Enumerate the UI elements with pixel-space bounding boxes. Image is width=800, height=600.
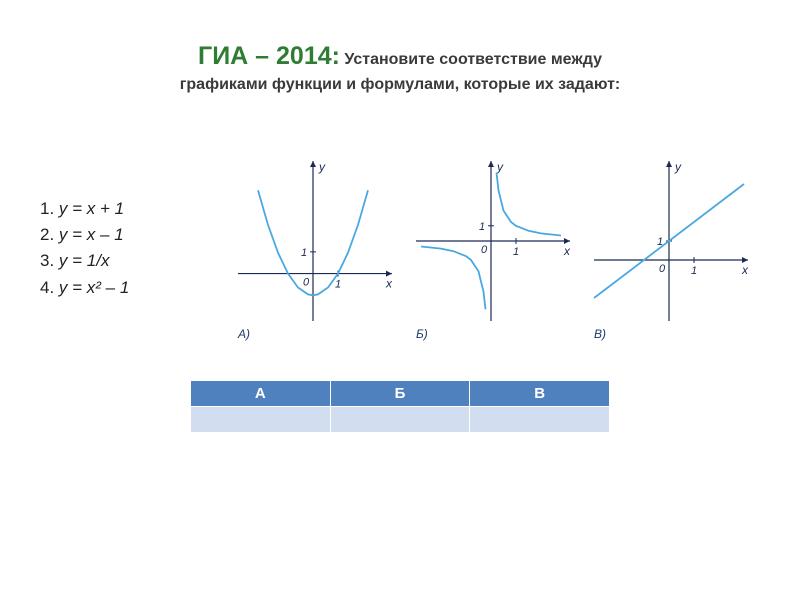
- svg-text:у: у: [496, 160, 504, 174]
- svg-text:1: 1: [479, 221, 485, 233]
- col-v: В: [470, 381, 610, 407]
- formula-item-4: 4. у = х² – 1: [40, 275, 220, 301]
- content-row: 1. у = х + 1 2. у = х – 1 3. у = 1/х 4. …: [0, 155, 800, 335]
- heading-sub-2: графиками функции и формулами, которые и…: [180, 76, 621, 93]
- svg-text:1: 1: [513, 246, 519, 258]
- col-a: А: [191, 381, 331, 407]
- graph-panel-c: ух011 В): [584, 155, 754, 335]
- cell-v[interactable]: [470, 407, 610, 433]
- graph-label-c: В): [594, 327, 606, 341]
- formula-list: 1. у = х + 1 2. у = х – 1 3. у = 1/х 4. …: [40, 190, 220, 301]
- svg-text:0: 0: [303, 277, 310, 289]
- cell-a[interactable]: [191, 407, 331, 433]
- graph-panel-a: ух011 А): [228, 155, 398, 335]
- svg-text:х: х: [385, 277, 393, 291]
- heading-sub-1: Установите соответствие между: [344, 51, 602, 68]
- graph-row: ух011 А) ух011 Б) ух011 В): [228, 155, 754, 335]
- svg-text:1: 1: [301, 247, 307, 259]
- svg-text:х: х: [563, 244, 571, 258]
- formula-item-2: 2. у = х – 1: [40, 222, 220, 248]
- col-b: Б: [330, 381, 470, 407]
- svg-text:у: у: [674, 160, 682, 174]
- graph-panel-b: ух011 Б): [406, 155, 576, 335]
- svg-text:х: х: [741, 263, 749, 277]
- graph-label-b: Б): [416, 327, 428, 341]
- svg-text:0: 0: [481, 244, 488, 256]
- svg-text:1: 1: [691, 265, 697, 277]
- formula-item-1: 1. у = х + 1: [40, 196, 220, 222]
- formula-item-3: 3. у = 1/х: [40, 248, 220, 274]
- answer-table: А Б В: [190, 380, 610, 433]
- svg-text:1: 1: [335, 279, 341, 291]
- heading-main: ГИА – 2014:: [198, 42, 340, 70]
- svg-text:у: у: [318, 160, 326, 174]
- graph-label-a: А): [238, 327, 250, 341]
- page-heading: ГИА – 2014: Установите соответствие межд…: [0, 0, 800, 105]
- cell-b[interactable]: [330, 407, 470, 433]
- svg-text:0: 0: [659, 263, 666, 275]
- table-row: [191, 407, 610, 433]
- table-header-row: А Б В: [191, 381, 610, 407]
